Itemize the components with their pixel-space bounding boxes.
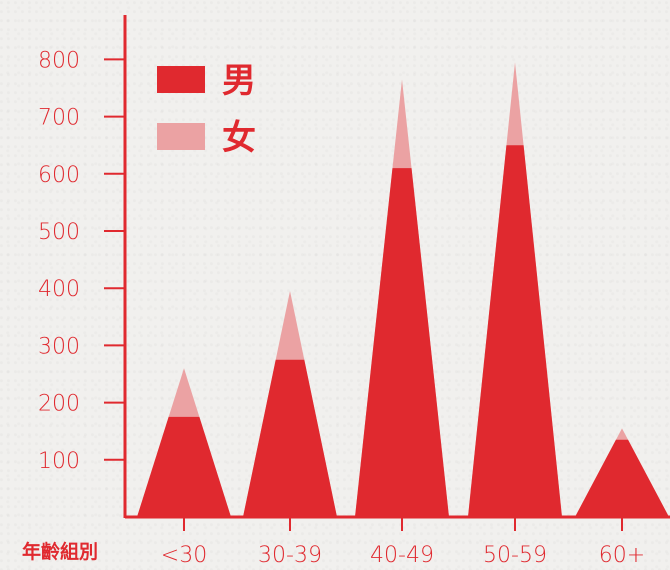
y-ticks-layer: 100 200 300 400 500 600 700 800 — [38, 48, 125, 474]
y-tick-label: 300 — [38, 334, 80, 359]
axes-layer — [123, 15, 670, 519]
y-tick-label: 100 — [38, 449, 80, 474]
x-tick-label: 30-39 — [258, 543, 322, 568]
y-tick-label: 500 — [38, 220, 80, 245]
bar-male-30-39 — [243, 359, 337, 517]
y-tick-label: 200 — [38, 392, 80, 417]
bar-male-40-49 — [355, 168, 449, 517]
bar-male-50-59 — [468, 145, 562, 517]
bar-male-60+ — [575, 439, 669, 517]
y-tick-label: 600 — [38, 163, 80, 188]
bars-layer — [137, 62, 669, 518]
x-ticks-layer: <30 30-39 40-49 50-59 60+ — [161, 517, 645, 568]
y-tick-label: 400 — [38, 277, 80, 302]
y-tick-label: 700 — [38, 106, 80, 131]
legend-label-female: 女 — [222, 118, 256, 158]
legend-swatch-male — [157, 66, 205, 93]
x-tick-label: 60+ — [599, 543, 645, 568]
legend-swatch-female — [157, 123, 205, 150]
y-tick-label: 800 — [38, 48, 80, 73]
bar-male-<30 — [137, 416, 231, 517]
legend: 男 女 — [157, 61, 256, 158]
x-tick-label: <30 — [161, 543, 207, 568]
x-tick-label: 50-59 — [483, 543, 547, 568]
x-axis-name: 年齡組別 — [22, 540, 98, 563]
x-tick-label: 40-49 — [370, 543, 434, 568]
legend-label-male: 男 — [222, 61, 256, 101]
